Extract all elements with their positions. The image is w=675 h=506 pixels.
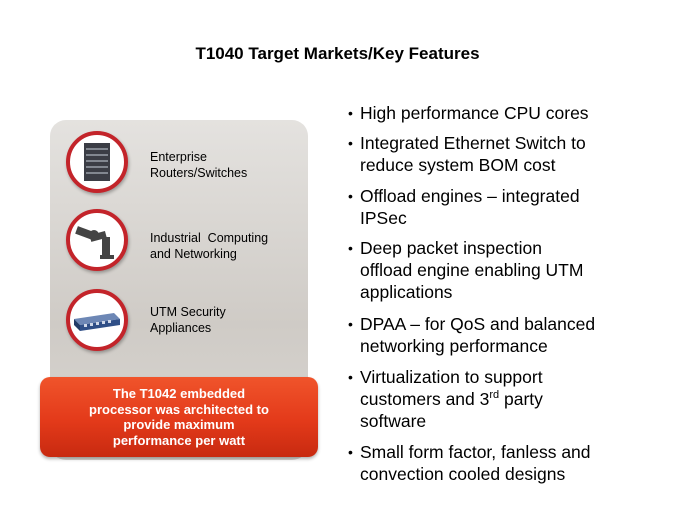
bullet-line: DPAA – for QoS and balanced	[360, 314, 596, 334]
bullet-line: networking performance	[360, 336, 548, 356]
label-line: and Networking	[150, 247, 237, 261]
bullet-line: Deep packet inspection	[360, 238, 542, 258]
bullet: • High performance CPU cores	[348, 102, 589, 124]
market-label: Enterprise Routers/Switches	[150, 149, 247, 181]
bullet-dot: •	[348, 135, 353, 151]
bullet: • Small form factor, fanless and convectio…	[348, 441, 591, 485]
callout-line: provide maximum	[123, 417, 235, 432]
callout-line: performance per watt	[112, 432, 246, 448]
bullet-text: DPAA – for QoS and balanced networking pe…	[360, 313, 595, 357]
label-line: Appliances	[150, 321, 212, 335]
bullet-dot: •	[348, 444, 353, 460]
bullet-line: convection cooled designs	[360, 464, 566, 484]
robot-graphic	[75, 226, 114, 259]
bullet-dot: •	[348, 188, 353, 204]
slide-title: T1040 Target Markets/Key Features	[195, 44, 480, 63]
bullet-dot: •	[348, 316, 353, 332]
bullet-line: customers and 3rd party	[360, 388, 543, 410]
label-line: UTM Security	[150, 305, 226, 319]
robot-icon	[66, 209, 128, 271]
callout-line: The T1042 embedded	[112, 386, 246, 401]
bullet-text: Offload engines – integrated IPSec	[360, 185, 580, 229]
bullet: • Integrated Ethernet Switch to reduce sys…	[348, 132, 586, 176]
bullet-line: applications	[360, 282, 453, 302]
label-line: Enterprise	[150, 150, 207, 164]
bullet-line: offload engine enabling UTM	[360, 260, 584, 280]
bullet-line: reduce system BOM cost	[360, 155, 556, 175]
line-text: customers and 3	[360, 389, 490, 409]
bullet-line: High performance CPU cores	[360, 103, 589, 123]
router-graphic	[84, 143, 110, 181]
bullet-dot: •	[348, 105, 353, 121]
bullet-text: High performance CPU cores	[360, 102, 589, 124]
market-label: Industrial Computing and Networking	[150, 230, 268, 262]
bullet-line: Small form factor, fanless and	[360, 442, 591, 462]
router-icon	[66, 131, 128, 193]
bullet-text: Integrated Ethernet Switch to reduce syst…	[360, 132, 586, 176]
bullet-line: Virtualization to support	[360, 367, 543, 387]
market-label: UTM Security Appliances	[150, 304, 226, 336]
switch-icon	[66, 289, 128, 351]
bullet-text: Deep packet inspection offload engine ena…	[360, 237, 583, 303]
bullet-line: Offload engines – integrated	[360, 186, 580, 206]
bullet-text: Small form factor, fanless and convection…	[360, 441, 591, 485]
label-line: Routers/Switches	[150, 166, 248, 180]
callout-line: processor was architected to	[89, 401, 269, 417]
bullet: • Offload engines – integrated IPSec	[348, 185, 580, 229]
bullet: • DPAA – for QoS and balanced networking p…	[348, 313, 595, 357]
label-line: Industrial Computing	[150, 231, 269, 245]
bullet-text: Virtualization to support customers and 3…	[360, 366, 543, 432]
bullet: • Deep packet inspection offload engine en…	[348, 237, 583, 303]
line-text: party	[499, 389, 543, 409]
bullet-line: IPSec	[360, 208, 407, 228]
bullet: • Virtualization to support customers and …	[348, 366, 543, 432]
callout-box: The T1042 embedded processor was archite…	[40, 377, 318, 457]
bullet-line: software	[360, 411, 427, 431]
bullet-line: Integrated Ethernet Switch to	[360, 133, 586, 153]
bullet-dot: •	[348, 240, 353, 256]
superscript: rd	[489, 389, 500, 402]
switch-graphic	[74, 313, 120, 331]
bullet-dot: •	[348, 369, 353, 385]
